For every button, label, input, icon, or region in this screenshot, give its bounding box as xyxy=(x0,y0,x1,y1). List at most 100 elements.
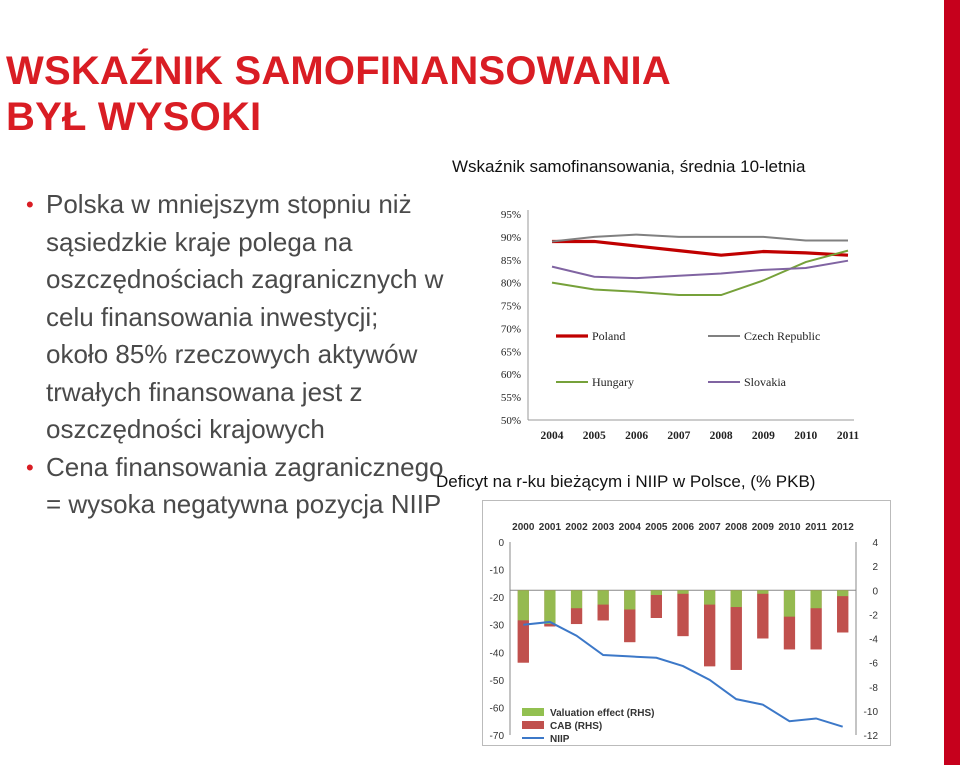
bullet-text: Polska w mniejszym stopniu niż sąsiedzki… xyxy=(46,189,444,444)
x-tick-label: 2006 xyxy=(672,522,695,533)
bar-cab-extent xyxy=(810,608,822,650)
bar-valuation xyxy=(757,590,769,594)
bar-valuation xyxy=(730,590,742,608)
y-tick-label: 85% xyxy=(501,255,521,267)
bullet-icon: • xyxy=(26,454,34,480)
slide-accent-bar xyxy=(944,0,960,765)
x-tick-label: 2008 xyxy=(725,522,748,533)
right-tick-label: -4 xyxy=(869,635,878,646)
x-tick-label: 2010 xyxy=(778,522,801,533)
x-tick-label: 2001 xyxy=(539,522,562,533)
bar-valuation xyxy=(544,590,556,625)
series-line-poland xyxy=(552,239,849,257)
bar-cab-extent xyxy=(544,624,556,627)
bar-cab-extent xyxy=(730,607,742,670)
bar-valuation xyxy=(597,590,609,605)
x-tick-label: 2012 xyxy=(832,522,855,533)
y-tick-label: 55% xyxy=(501,392,521,404)
self-financing-line-chart: 50% 55% 60% 65% 70% 75% 80% 85% 90% 95% 2004 2005 20… xyxy=(501,209,860,442)
bar-valuation xyxy=(837,590,849,597)
chart2-title: Deficyt na r-ku bieżącym i NIIP w Polsce… xyxy=(436,472,816,491)
bar-cab-extent xyxy=(624,609,636,643)
y-tick-label: 75% xyxy=(501,301,521,313)
legend-label: CAB (RHS) xyxy=(550,721,602,732)
x-tick-label: 2011 xyxy=(837,430,860,442)
bar-cab-extent xyxy=(783,616,796,650)
x-tick-label: 2008 xyxy=(710,430,733,442)
y-tick-label: 65% xyxy=(501,346,521,358)
x-tick-label: 2005 xyxy=(583,430,606,442)
chart1-title: Wskaźnik samofinansowania, średnia 10-le… xyxy=(452,157,806,176)
series-line-czech-republic xyxy=(551,233,848,243)
series-line-slovakia xyxy=(551,259,849,280)
bar-valuation xyxy=(650,590,662,596)
y-tick-label: 60% xyxy=(501,369,521,381)
bar-cab-extent xyxy=(837,596,849,633)
y-tick-label: 90% xyxy=(501,232,521,244)
y-tick-label: 80% xyxy=(501,278,521,290)
x-tick-label: 2004 xyxy=(541,430,564,442)
bar-cab-extent xyxy=(677,593,689,637)
right-tick-label: 2 xyxy=(872,562,878,573)
legend-label: Slovakia xyxy=(744,375,787,389)
bar-valuation xyxy=(517,590,529,621)
legend-label: Valuation effect (RHS) xyxy=(550,708,654,719)
left-tick-label: -50 xyxy=(490,676,505,687)
legend-swatch xyxy=(522,708,544,716)
bar-cab-extent xyxy=(650,595,662,618)
x-tick-label: 2005 xyxy=(645,522,668,533)
title-line-1: WSKAŹNIK SAMOFINANSOWANIA xyxy=(6,49,671,93)
x-tick-label: 2010 xyxy=(794,430,817,442)
right-tick-label: 0 xyxy=(872,586,878,597)
bar-valuation xyxy=(677,590,689,594)
legend-swatch xyxy=(522,721,544,729)
y-tick-label: 70% xyxy=(501,323,521,335)
bullet-item: • Polska w mniejszym stopniu niż sąsiedzk… xyxy=(24,186,444,449)
bar-valuation xyxy=(810,590,822,609)
legend-label: Czech Republic xyxy=(744,329,820,343)
legend-label: Hungary xyxy=(592,375,634,389)
title-line-2: BYŁ WYSOKI xyxy=(6,95,262,139)
bullet-icon: • xyxy=(26,192,34,217)
bullet-text: Cena finansowania zagranicznego = wysoka… xyxy=(46,451,444,520)
x-tick-label: 2006 xyxy=(625,430,648,442)
slide-title: WSKAŹNIK SAMOFINANSOWANIA BYŁ WYSOKI xyxy=(6,48,886,140)
right-tick-label: -10 xyxy=(864,707,879,718)
current-account-niip-chart: 0 -10 -20 -30 -40 -50 -60 -70 4 2 0 -2 -4 -6 -8 -10 -12 2… xyxy=(482,500,891,746)
right-tick-label: -12 xyxy=(864,731,879,742)
bullet-list: • Polska w mniejszym stopniu niż sąsiedzk… xyxy=(24,186,444,524)
bar-cab-extent xyxy=(597,604,609,621)
right-tick-label: 4 xyxy=(872,538,878,549)
bar-cab-extent xyxy=(704,604,716,667)
x-tick-label: 2009 xyxy=(752,430,775,442)
x-tick-label: 2003 xyxy=(592,522,615,533)
left-tick-label: -40 xyxy=(490,648,505,659)
left-tick-label: -10 xyxy=(490,566,505,577)
x-tick-label: 2000 xyxy=(512,522,535,533)
series-line-niip xyxy=(523,620,843,728)
bar-valuation xyxy=(704,590,716,605)
series-line-hungary xyxy=(551,249,849,297)
right-tick-label: -2 xyxy=(869,610,878,621)
legend-label: Poland xyxy=(592,329,625,343)
left-tick-label: -30 xyxy=(490,621,505,632)
x-tick-label: 2007 xyxy=(667,430,690,442)
right-tick-label: -6 xyxy=(869,659,878,670)
x-tick-label: 2007 xyxy=(698,522,721,533)
left-tick-label: -60 xyxy=(490,703,505,714)
x-tick-label: 2011 xyxy=(805,522,827,533)
x-tick-label: 2004 xyxy=(619,522,642,533)
right-tick-label: -8 xyxy=(869,683,878,694)
bar-cab-extent xyxy=(517,620,529,663)
y-tick-label: 95% xyxy=(501,209,521,221)
bar-valuation xyxy=(783,590,796,617)
bullet-item: • Cena finansowania zagranicznego = wysok… xyxy=(24,449,444,524)
y-tick-label: 50% xyxy=(501,415,521,427)
x-tick-label: 2002 xyxy=(565,522,588,533)
bar-valuation xyxy=(624,590,636,610)
bar-valuation xyxy=(570,590,583,609)
left-tick-label: -70 xyxy=(490,731,505,742)
legend-label: NIIP xyxy=(550,734,570,745)
x-tick-label: 2009 xyxy=(752,522,775,533)
left-tick-label: -20 xyxy=(490,593,505,604)
